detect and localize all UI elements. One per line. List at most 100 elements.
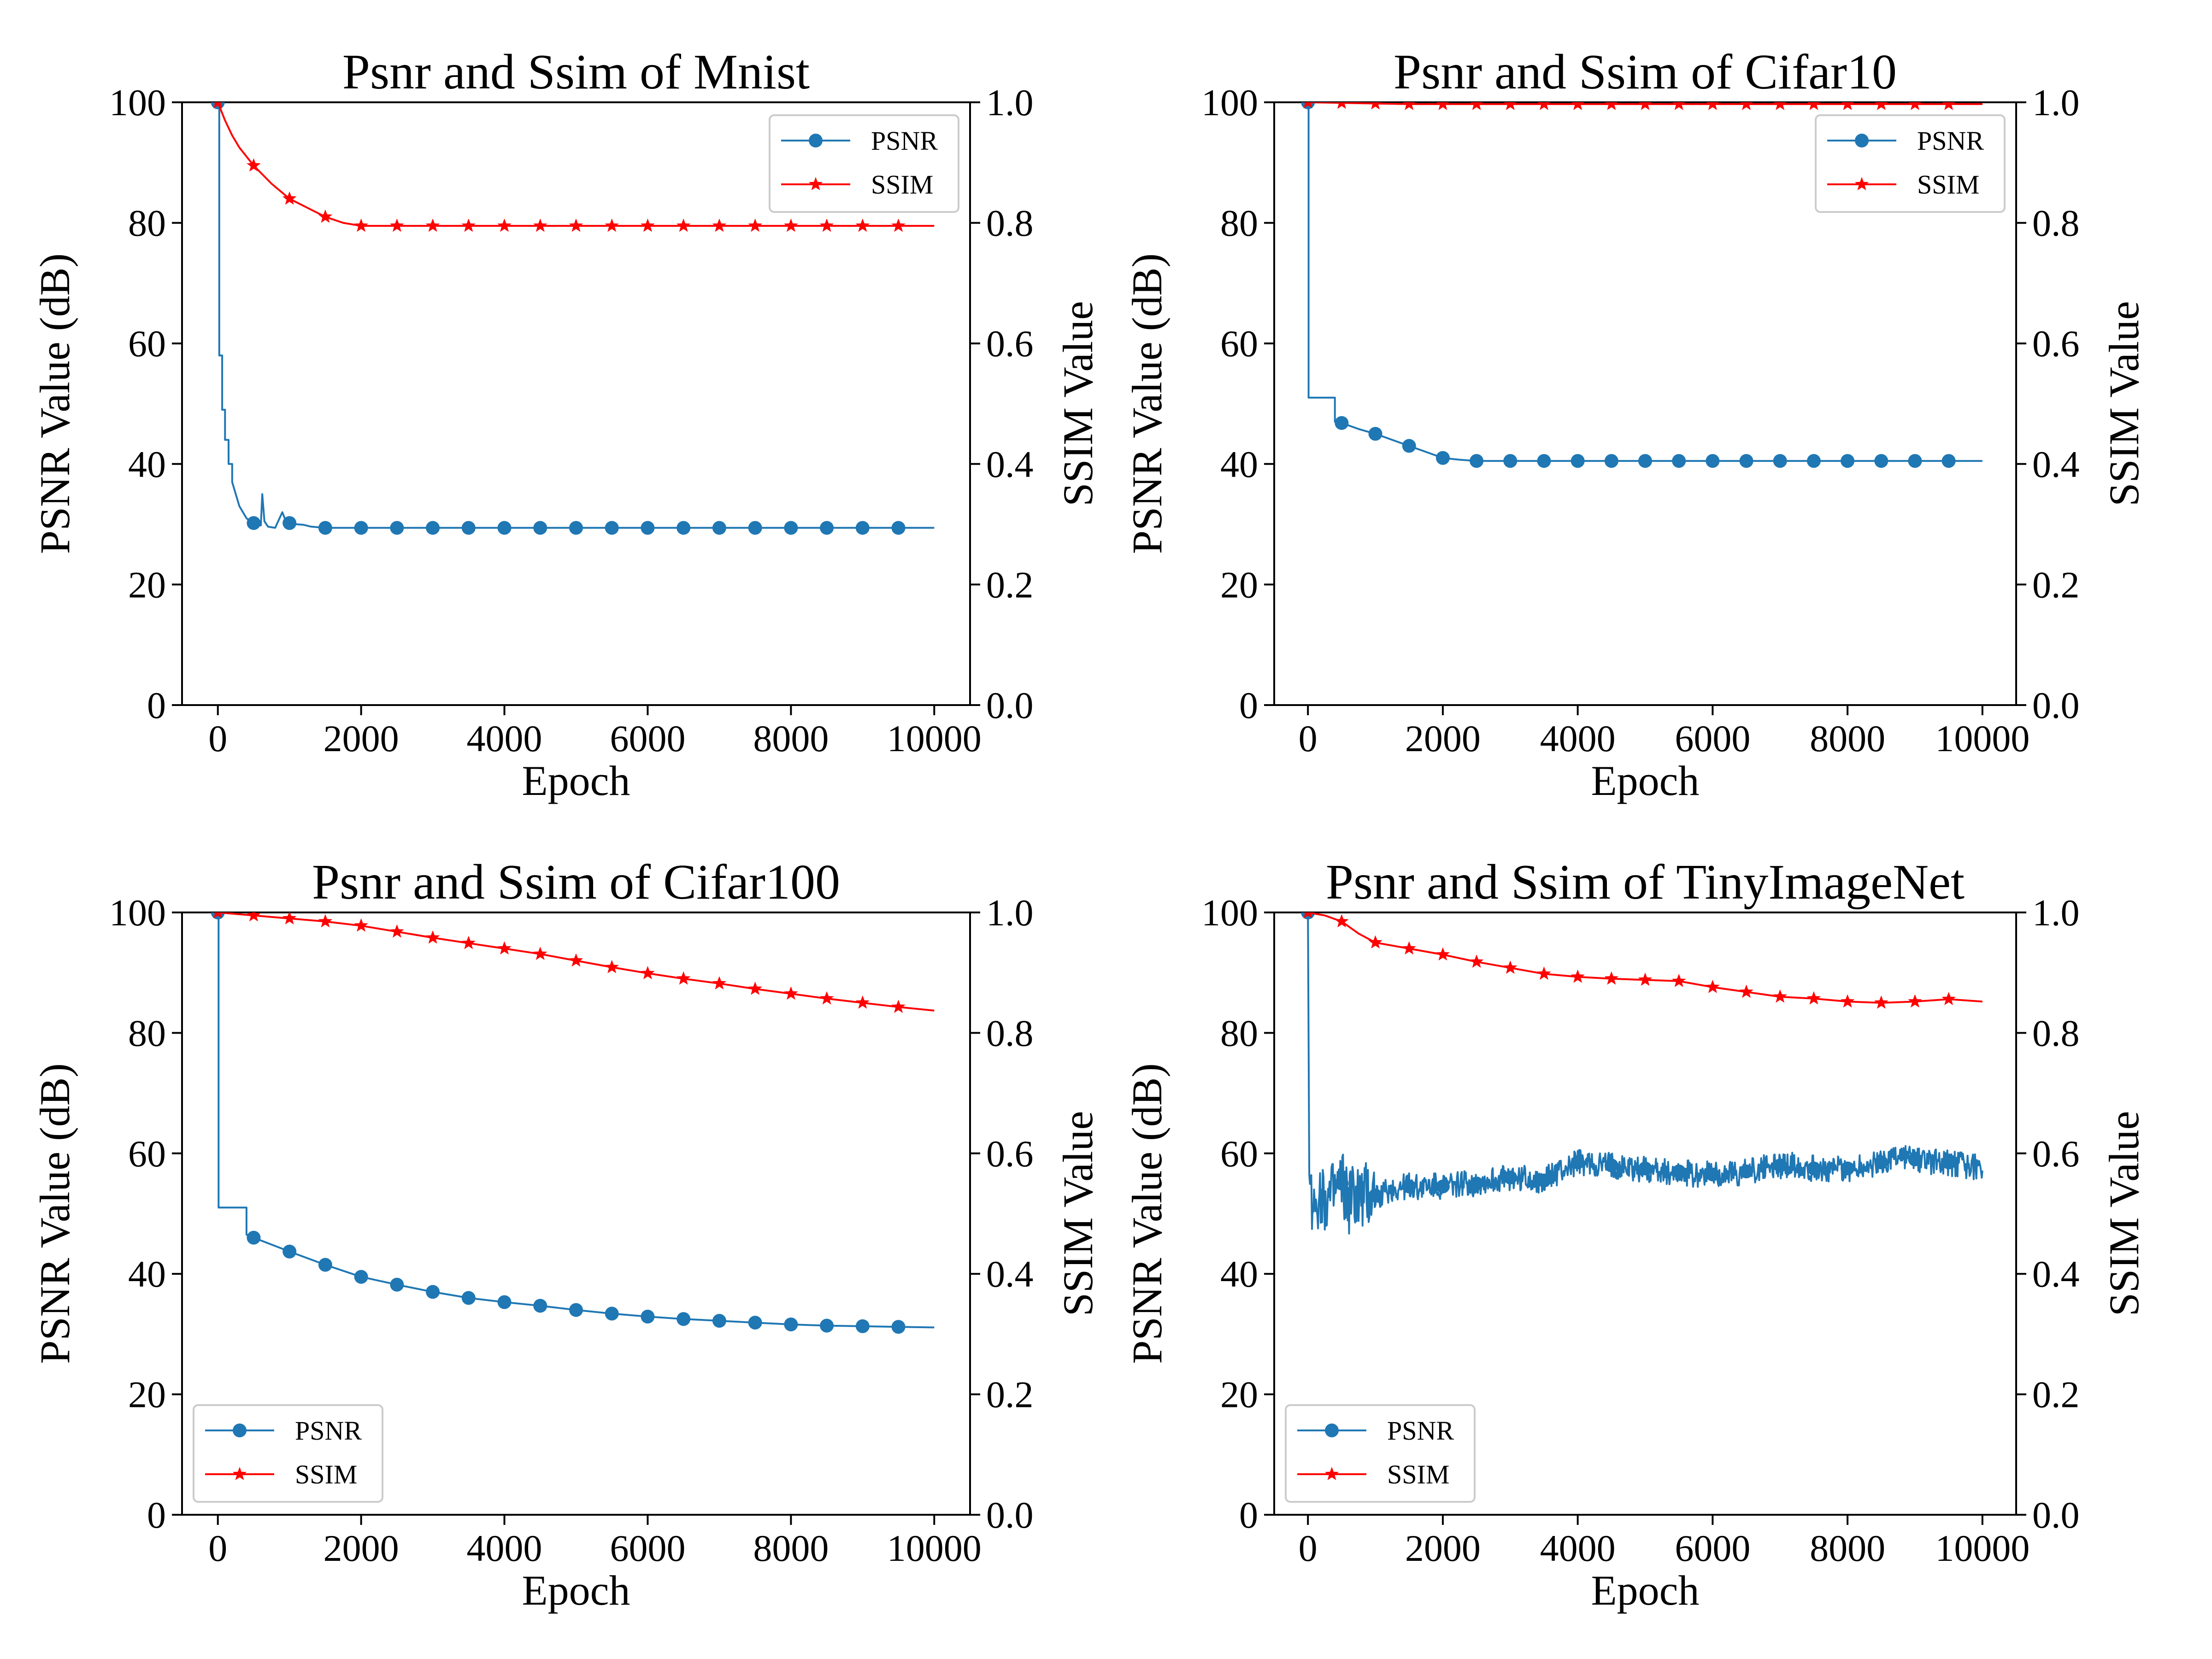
legend: PSNR SSIM xyxy=(193,1404,383,1503)
x-tick-label: 6000 xyxy=(1675,1527,1750,1569)
legend-label-psnr: PSNR xyxy=(1917,126,1984,156)
data-point-psnr xyxy=(1435,451,1450,465)
y-tick-label-right: 0.6 xyxy=(2032,1133,2080,1175)
data-point-ssim xyxy=(641,218,655,232)
data-point-ssim xyxy=(712,976,727,990)
data-point-psnr xyxy=(1841,1161,1855,1176)
data-point-ssim xyxy=(1537,966,1551,980)
data-point-psnr xyxy=(1604,454,1618,468)
legend-marker-psnr xyxy=(809,134,823,147)
data-point-ssim xyxy=(1840,994,1855,1008)
data-point-ssim xyxy=(1908,994,1922,1008)
x-tick-label: 0 xyxy=(1299,718,1318,759)
y-tick-label-left: 60 xyxy=(128,1133,166,1175)
data-point-ssim xyxy=(1875,102,1888,110)
series-ssim xyxy=(1303,912,1983,1009)
y-tick-label-left: 0 xyxy=(147,1494,166,1536)
x-tick-label: 10000 xyxy=(1935,718,2030,759)
y-tick-label-left: 80 xyxy=(128,1012,166,1054)
data-point-ssim xyxy=(354,918,368,932)
legend-marker-psnr xyxy=(233,1424,247,1437)
data-point-ssim xyxy=(677,971,691,985)
data-point-psnr xyxy=(1739,454,1753,468)
y-tick-label-left: 100 xyxy=(1201,82,1258,124)
data-point-ssim xyxy=(1469,954,1484,968)
y-tick-label-right: 0.6 xyxy=(2032,323,2080,365)
y-axis-label-left: PSNR Value (dB) xyxy=(1124,253,1171,554)
data-point-ssim xyxy=(891,218,906,232)
y-axis-label-left: PSNR Value (dB) xyxy=(31,1063,78,1364)
data-point-ssim xyxy=(1436,102,1449,110)
y-tick-label-left: 80 xyxy=(1220,1012,1258,1054)
data-point-psnr xyxy=(461,521,476,535)
x-tick-label: 2000 xyxy=(1405,1527,1481,1569)
y-tick-label-right: 0.2 xyxy=(986,1374,1034,1416)
data-point-ssim xyxy=(891,1000,906,1013)
y-tick-label-right: 0.8 xyxy=(2032,1012,2080,1054)
data-point-psnr xyxy=(748,521,762,535)
x-tick-label: 10000 xyxy=(1935,1527,2030,1569)
data-point-ssim xyxy=(282,912,297,924)
x-tick-label: 2000 xyxy=(324,1527,399,1569)
chart-title: Psnr and Ssim of Cifar10 xyxy=(1394,45,1897,100)
data-point-psnr xyxy=(1604,1158,1618,1172)
legend-label-ssim: SSIM xyxy=(1387,1459,1449,1489)
data-point-ssim xyxy=(819,218,834,232)
data-point-psnr xyxy=(605,521,619,535)
data-point-ssim xyxy=(425,218,440,232)
data-point-psnr xyxy=(1470,454,1484,468)
legend-marker-psnr xyxy=(1325,1424,1339,1437)
y-axis-label-right: SSIM Value xyxy=(2100,1111,2147,1317)
data-point-psnr xyxy=(1571,454,1585,468)
y-tick-label-left: 20 xyxy=(128,564,166,606)
data-point-ssim xyxy=(1335,914,1349,928)
data-point-ssim xyxy=(569,218,583,232)
plot-frame xyxy=(1273,912,2017,1516)
data-point-ssim xyxy=(533,947,547,960)
series-psnr xyxy=(211,102,935,535)
x-tick-label: 4000 xyxy=(1540,1527,1616,1569)
data-point-psnr xyxy=(569,1303,583,1317)
data-point-psnr xyxy=(1503,1171,1518,1185)
data-point-psnr xyxy=(1908,1152,1922,1166)
data-point-ssim xyxy=(497,218,512,232)
data-point-ssim xyxy=(1739,984,1753,998)
chart-title: Psnr and Ssim of TinyImageNet xyxy=(1326,855,1965,910)
series-ssim xyxy=(213,102,935,232)
data-point-ssim xyxy=(855,995,870,1009)
subplot-cifar100: Psnr and Ssim of Cifar100 0 2000 4000 6000 80… xyxy=(31,855,1101,1614)
x-tick-label: 4000 xyxy=(1540,718,1616,759)
y-tick-label-left: 100 xyxy=(109,82,166,124)
data-point-ssim xyxy=(784,986,798,1000)
data-point-ssim xyxy=(605,959,619,973)
data-point-ssim xyxy=(318,914,333,928)
data-point-ssim xyxy=(641,966,655,979)
data-point-psnr xyxy=(677,521,691,535)
legend-label-ssim: SSIM xyxy=(871,170,933,200)
data-point-psnr xyxy=(1672,1165,1686,1179)
data-point-psnr xyxy=(784,1317,798,1331)
data-point-ssim xyxy=(461,935,476,949)
y-axis-label-right: SSIM Value xyxy=(1054,301,1101,506)
legend-label-ssim: SSIM xyxy=(1917,170,1979,200)
data-point-psnr xyxy=(1368,1188,1382,1203)
data-point-psnr xyxy=(748,1316,762,1330)
data-point-psnr xyxy=(1941,1155,1956,1170)
series-ssim xyxy=(1303,102,1983,110)
data-point-psnr xyxy=(426,521,440,535)
data-point-psnr xyxy=(677,1312,691,1326)
legend: PSNR SSIM xyxy=(769,114,959,213)
data-point-ssim xyxy=(461,218,476,232)
series-psnr xyxy=(1301,102,1983,468)
data-point-psnr xyxy=(1537,1173,1551,1188)
y-tick-label-left: 0 xyxy=(1239,684,1258,726)
data-point-ssim xyxy=(784,218,798,232)
data-point-ssim xyxy=(1841,102,1854,110)
y-axis-label-right: SSIM Value xyxy=(1054,1111,1101,1317)
data-point-ssim xyxy=(1368,935,1382,949)
y-tick-label-right: 0.8 xyxy=(986,202,1034,244)
data-point-psnr xyxy=(1638,454,1652,468)
data-point-psnr xyxy=(1773,454,1787,468)
y-tick-label-right: 0.0 xyxy=(986,1494,1034,1536)
data-point-ssim xyxy=(354,218,368,232)
